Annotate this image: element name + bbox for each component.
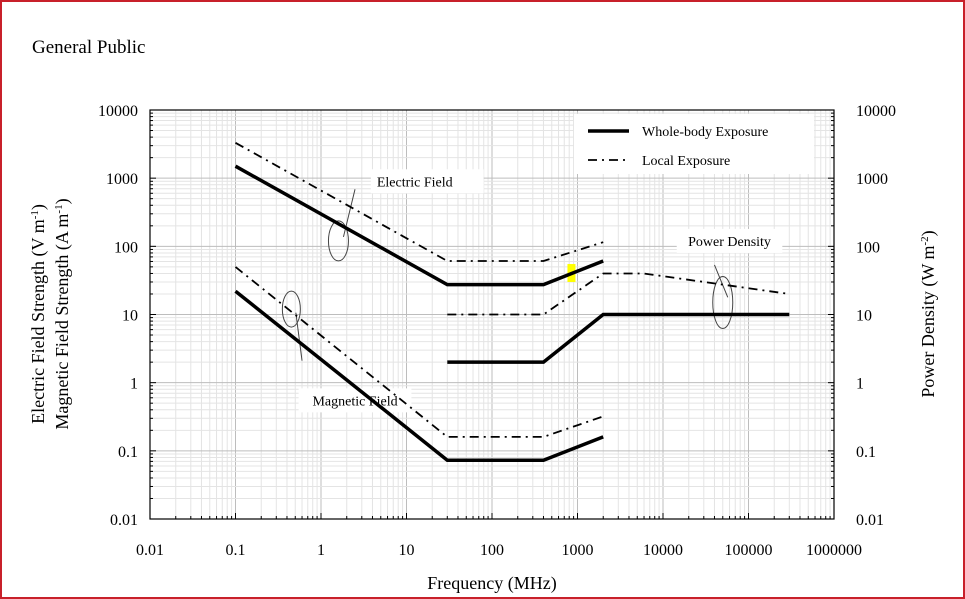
x-tick-label: 1 [317,542,325,559]
y-tick-label-left: 0.01 [110,512,138,529]
annotation-label: Power Density [688,235,771,250]
y-tick-label-left: 10 [122,308,138,325]
annotation-label-background [370,169,484,194]
x-tick-label: 1000000 [806,542,862,559]
annotation-ellipse [327,220,349,262]
annotation-leader-line [714,264,729,298]
y-axis-label-electric: Electric Field Strength (V m-1) [28,204,49,424]
y-axis-label-power-density: Power Density (W m-2) [918,230,939,397]
x-tick-label: 100 [480,542,504,559]
legend-label: Local Exposure [642,154,730,169]
y-tick-label-left: 10000 [98,103,138,120]
annotation-label: Magnetic Field [312,394,397,409]
x-tick-label: 1000 [562,542,594,559]
series-line-electric-field-whole-body-exposure [234,164,604,287]
series-line-magnetic-field-whole-body-exposure [234,289,604,462]
x-tick-label: 10000 [643,542,683,559]
y-tick-label-right: 100 [856,239,880,256]
grid [149,110,834,520]
axis-ticks [149,112,834,520]
series-line-power-density-whole-body-exposure [447,312,790,364]
x-tick-label: 100000 [725,542,773,559]
tick-labels: 0.01 0.1 1 10 100 1000 10000 100000 1000000 0.01 0… [98,103,896,559]
y-tick-label-right: 10000 [856,103,896,120]
x-axis-label: Frequency (MHz) [427,573,556,594]
annotation-ellipse [281,290,301,328]
y-tick-label-right: 1 [856,376,864,393]
y-tick-label-right: 10 [856,308,872,325]
x-tick-label: 0.1 [226,542,246,559]
annotation-leader-line [295,312,303,361]
annotations: Electric Field Magnetic Field Power Densit… [281,169,783,413]
series-lines [234,142,790,462]
legend-label: Whole-body Exposure [642,125,768,140]
series-line-electric-field-local-exposure [235,142,604,262]
chart-title: General Public [32,37,145,58]
x-tick-label: 10 [399,542,415,559]
annotation-label: Electric Field [377,175,453,190]
annotation-ellipse [712,275,734,329]
y-tick-label-left: 100 [114,239,138,256]
series-line-magnetic-field-local-exposure [234,266,604,438]
y-tick-label-right: 0.1 [856,444,876,461]
legend: Whole-body Exposure Local Exposure [574,114,814,174]
plot-frame [149,109,835,520]
y-tick-label-right: 1000 [856,171,888,188]
y-tick-label-right: 0.01 [856,512,884,529]
x-tick-label: 0.01 [136,542,164,559]
annotation-label-background [676,228,783,253]
y-axis-label-magnetic: Magnetic Field Strength (A m-1) [52,198,73,429]
y-tick-label-left: 0.1 [118,444,138,461]
annotation-label-background [298,388,412,413]
y-tick-label-left: 1 [130,376,138,393]
y-tick-label-left: 1000 [106,171,138,188]
series-line-power-density-local-exposure [447,272,790,316]
